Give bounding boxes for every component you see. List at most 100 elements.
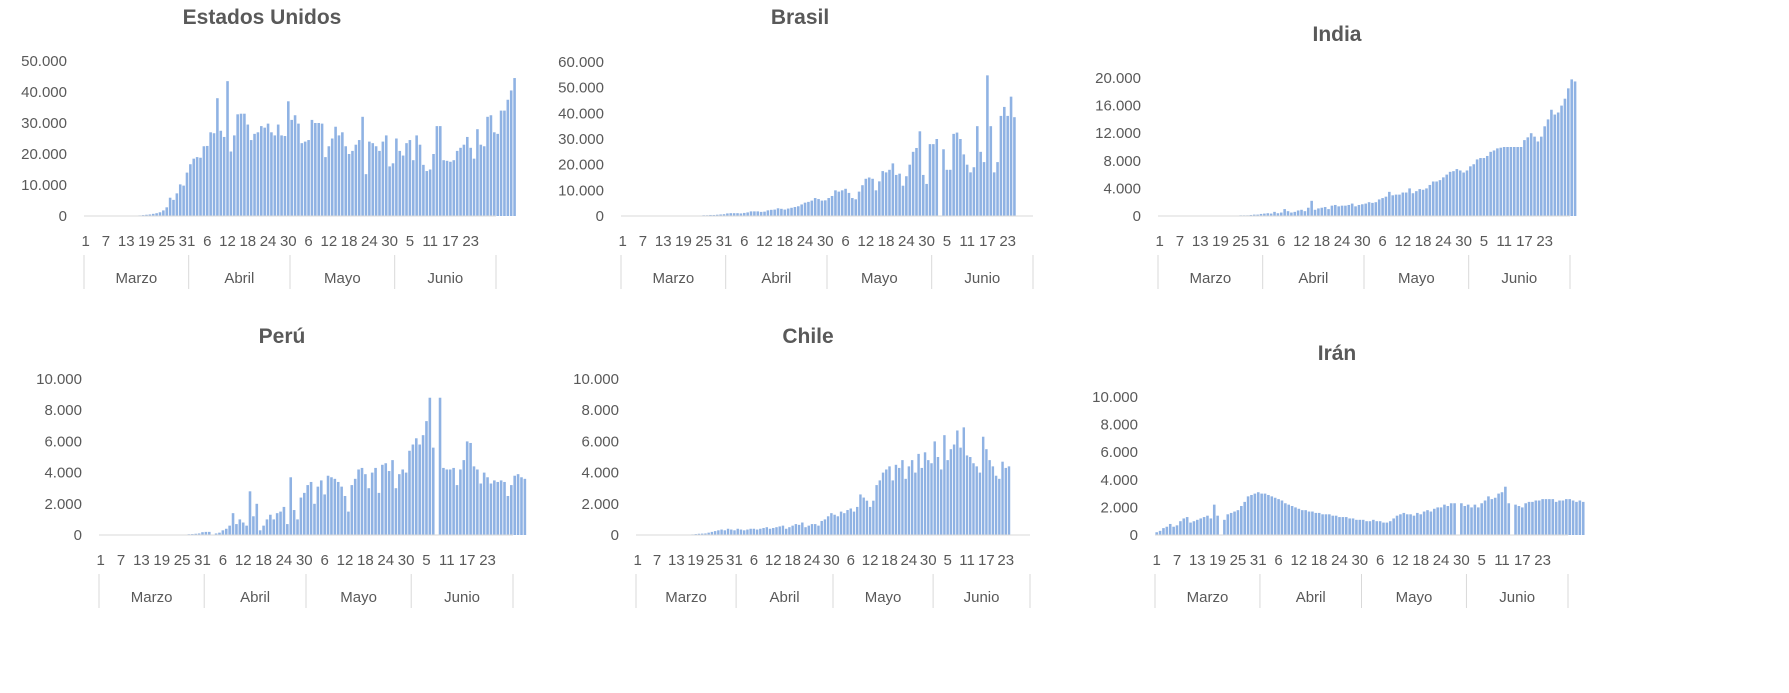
bar xyxy=(723,530,727,535)
x-tick-label: 25 xyxy=(1232,233,1249,250)
x-tick-label: 19 xyxy=(687,552,704,569)
bar xyxy=(840,190,844,216)
x-tick-label: 13 xyxy=(118,233,135,250)
bar xyxy=(1162,528,1165,535)
bar xyxy=(449,161,452,216)
bar xyxy=(1175,525,1179,535)
bar xyxy=(516,474,520,535)
y-tick-label: 0 xyxy=(611,527,619,544)
x-tick-label: 5 xyxy=(422,552,430,569)
bar xyxy=(1448,171,1452,216)
bar xyxy=(972,463,975,535)
bar xyxy=(784,528,788,535)
x-tick-label: 11 xyxy=(959,233,975,250)
bar xyxy=(1548,499,1551,535)
bar xyxy=(411,444,415,535)
bar xyxy=(1384,196,1388,216)
bar xyxy=(733,530,736,535)
bar xyxy=(309,481,313,535)
bar xyxy=(888,466,891,535)
bar xyxy=(1455,169,1459,216)
x-tick-label: 30 xyxy=(920,552,937,569)
bar xyxy=(1537,500,1541,535)
y-tick-label: 0 xyxy=(1130,527,1138,544)
bar xyxy=(894,174,898,216)
bar xyxy=(1168,523,1172,535)
bar xyxy=(235,524,238,535)
y-tick-label: 60.000 xyxy=(558,54,604,71)
bar xyxy=(833,514,836,535)
bar xyxy=(852,511,856,535)
bar xyxy=(486,116,489,216)
bar xyxy=(1280,500,1284,535)
bar xyxy=(1473,504,1477,535)
y-tick-label: 4.000 xyxy=(1100,472,1138,489)
x-tick-label: 30 xyxy=(1455,233,1472,250)
x-tick-label: 13 xyxy=(1192,233,1209,250)
bar xyxy=(807,525,810,535)
bar xyxy=(1165,526,1169,535)
bar xyxy=(1479,158,1482,216)
bar xyxy=(1443,504,1446,535)
bar xyxy=(719,214,722,216)
bar xyxy=(1276,213,1280,216)
bar xyxy=(462,460,466,535)
y-tick-label: 4.000 xyxy=(44,465,82,482)
bar xyxy=(299,497,303,535)
month-label: Mayo xyxy=(324,270,361,287)
bar xyxy=(780,208,783,216)
bar xyxy=(326,475,330,535)
month-label: Junio xyxy=(1501,270,1537,287)
bar xyxy=(1317,208,1320,216)
y-tick-label: 2.000 xyxy=(44,496,82,513)
bar xyxy=(1226,514,1230,535)
bar xyxy=(185,172,189,216)
bar xyxy=(221,530,225,535)
bar xyxy=(1327,209,1330,216)
bar xyxy=(337,135,341,216)
bar xyxy=(1475,159,1479,216)
bar xyxy=(1388,521,1392,535)
bar xyxy=(1388,191,1391,216)
bar xyxy=(1303,211,1307,216)
bar xyxy=(387,471,391,535)
bar xyxy=(1310,200,1313,216)
bar xyxy=(1351,518,1355,535)
bar xyxy=(826,516,830,535)
x-tick-label: 6 xyxy=(1376,552,1384,569)
x-tick-label: 12 xyxy=(320,233,337,250)
bar xyxy=(462,144,466,216)
bar xyxy=(1500,492,1504,535)
x-tick-label: 30 xyxy=(296,552,313,569)
bar xyxy=(891,480,894,535)
y-tick-label: 10.000 xyxy=(573,371,619,388)
bar xyxy=(1192,521,1196,535)
bar xyxy=(319,480,323,535)
bar xyxy=(1372,519,1375,535)
bar xyxy=(1496,148,1499,216)
x-tick-label: 30 xyxy=(280,233,297,250)
x-tick-label: 5 xyxy=(943,552,951,569)
bar xyxy=(991,466,995,535)
bar xyxy=(1355,519,1358,535)
x-tick-label: 13 xyxy=(133,552,150,569)
bar xyxy=(849,508,852,535)
bar xyxy=(245,525,248,535)
x-tick-label: 24 xyxy=(260,233,277,250)
bar xyxy=(1435,181,1438,216)
bar xyxy=(1439,507,1443,535)
bar xyxy=(493,480,496,535)
bar xyxy=(1273,497,1277,535)
bar xyxy=(368,141,371,216)
bar xyxy=(1216,515,1219,535)
bar xyxy=(878,480,882,535)
x-tick-label: 18 xyxy=(1311,552,1328,569)
bar xyxy=(1506,147,1509,216)
bar xyxy=(218,532,221,535)
bar xyxy=(1182,518,1186,535)
bar xyxy=(839,511,843,535)
x-tick-label: 7 xyxy=(653,552,661,569)
bar xyxy=(1006,115,1009,216)
bar xyxy=(1358,519,1362,535)
x-tick-label: 6 xyxy=(1378,233,1386,250)
